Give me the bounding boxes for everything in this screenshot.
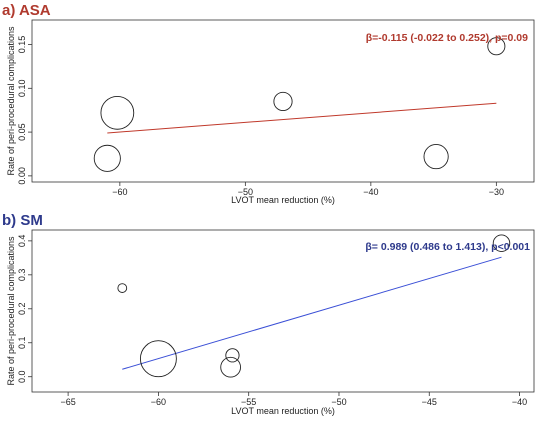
y-tick-label: 0.10: [17, 80, 27, 98]
panel-b-plot-frame: [31, 229, 535, 393]
panel-b-x-ticks: −65 −60 −55 −50 −45 −40: [60, 392, 527, 407]
data-point: [139, 340, 177, 378]
panel-b-x-axis-title: LVOT mean reduction (%): [231, 406, 335, 416]
panel-a-plot-frame: [31, 19, 535, 183]
panel-b-points: [117, 234, 511, 378]
panel-a-x-ticks: −60 −50 −40 −30: [112, 182, 504, 197]
data-point: [220, 356, 241, 378]
data-point: [93, 144, 121, 172]
panel-a-y-axis-title: Rate of peri-procedural complications: [6, 26, 16, 176]
y-tick-label: 0.3: [17, 269, 27, 282]
x-tick-label: −50: [238, 187, 253, 197]
x-tick-label: −45: [422, 397, 437, 407]
x-tick-label: −30: [489, 187, 504, 197]
x-tick-label: −50: [331, 397, 346, 407]
y-tick-label: 0.2: [17, 303, 27, 316]
y-tick-label: 0.05: [17, 123, 27, 141]
panel-a-asa: a) ASA −60 −50 −40 −30 0.00 0.05 0.10 0.15 β=-…: [2, 2, 535, 205]
x-tick-label: −65: [60, 397, 75, 407]
y-tick-label: 0.4: [17, 235, 27, 248]
y-tick-label: 0.00: [17, 167, 27, 185]
panel-a-title: a) ASA: [2, 2, 51, 19]
x-tick-label: −40: [512, 397, 527, 407]
y-tick-label: 0.0: [17, 370, 27, 383]
panel-b-sm: b) SM −65 −60 −55 −50 −45 −40 0.0 0.1 0.2 0.3 0.4…: [2, 212, 535, 416]
y-tick-label: 0.15: [17, 36, 27, 54]
panel-a-annotation: β=-0.115 (-0.022 to 0.252), p=0.09: [366, 32, 528, 44]
panel-b-annotation: β= 0.989 (0.486 to 1.413), p<0.001: [365, 241, 530, 253]
panel-b-title: b) SM: [2, 212, 43, 229]
y-tick-label: 0.1: [17, 336, 27, 349]
data-point: [225, 348, 240, 363]
panel-b-y-axis-title: Rate of peri-procedural complications: [6, 236, 16, 386]
data-point: [100, 95, 135, 130]
x-tick-label: −60: [151, 397, 166, 407]
panel-a-y-ticks: 0.00 0.05 0.10 0.15: [17, 36, 32, 185]
x-tick-label: −60: [112, 187, 127, 197]
x-tick-label: −55: [241, 397, 256, 407]
data-point: [117, 283, 128, 293]
data-point: [492, 234, 511, 252]
panel-b-y-ticks: 0.0 0.1 0.2 0.3 0.4: [17, 235, 32, 383]
panel-a-points: [93, 37, 506, 172]
x-tick-label: −40: [363, 187, 378, 197]
panel-a-regression-line: [107, 102, 497, 134]
panel-b-regression-line: [122, 256, 502, 370]
data-point: [487, 37, 506, 56]
data-point: [273, 91, 293, 112]
data-point: [423, 144, 449, 170]
panel-a-x-axis-title: LVOT mean reduction (%): [231, 195, 335, 205]
